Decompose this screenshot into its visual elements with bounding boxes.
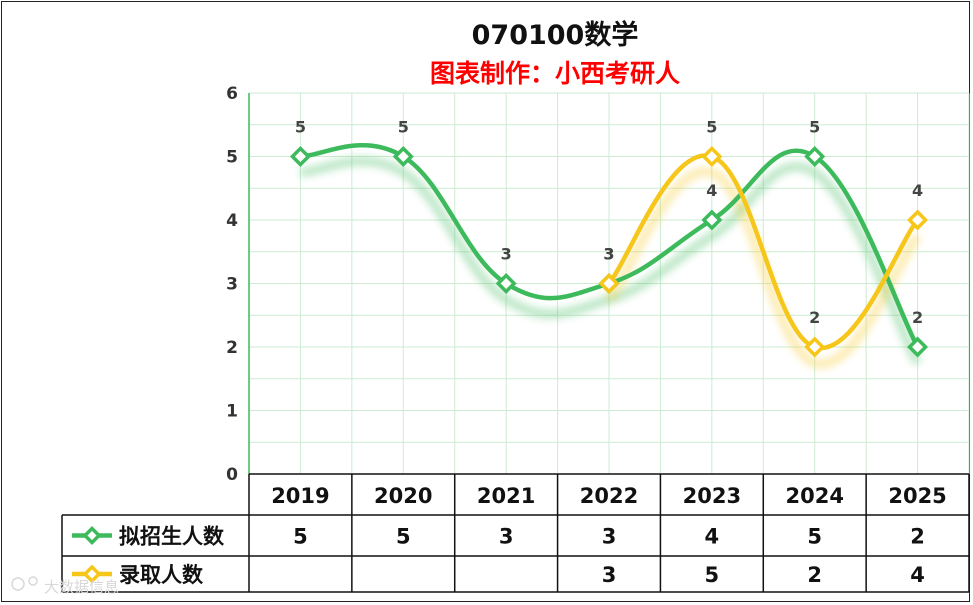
y-tick-label: 4	[226, 211, 238, 231]
data-label: 5	[398, 118, 409, 137]
x-tick-label: 2024	[785, 484, 843, 508]
table-cell: 3	[602, 563, 617, 587]
x-tick-label: 2025	[888, 484, 946, 508]
data-point-marker	[804, 336, 826, 358]
chart-subtitle: 图表制作：小西考研人	[430, 59, 680, 88]
y-tick-label: 0	[226, 465, 238, 485]
data-label: 2	[809, 308, 820, 327]
watermark: 大数据信息	[11, 576, 119, 596]
legend-label: 拟招生人数	[119, 525, 225, 549]
x-tick-label: 2020	[374, 484, 432, 508]
x-tick-label: 2021	[477, 484, 535, 508]
data-point-marker	[495, 273, 517, 294]
data-point-marker	[804, 146, 826, 167]
x-tick-label: 2022	[580, 484, 638, 508]
table-cell: 5	[293, 525, 308, 549]
data-point-marker	[598, 273, 620, 294]
data-point-marker	[289, 146, 311, 167]
data-label: 2	[912, 308, 923, 327]
chart-title: 070100数学	[472, 19, 639, 51]
table-cell: 4	[705, 525, 720, 549]
data-point-marker	[907, 336, 929, 358]
legend-label: 录取人数	[119, 563, 204, 587]
data-label: 5	[809, 118, 820, 137]
y-tick-label: 2	[226, 338, 238, 358]
series-2: 3 5 2 4	[598, 118, 929, 358]
data-label: 3	[501, 245, 512, 264]
watermark-text: 大数据信息	[44, 578, 119, 596]
table-cell: 5	[807, 525, 822, 549]
series-layer: 5 5 3 3 4 5 23 5 2 4	[289, 118, 929, 369]
data-point-marker	[701, 146, 723, 167]
x-tick-label: 2023	[683, 484, 741, 508]
series-shadow	[300, 156, 922, 366]
y-tick-label: 5	[226, 148, 238, 168]
watermark-logo-icon	[11, 577, 25, 591]
table-cell: 4	[910, 563, 925, 587]
data-point-marker	[907, 209, 929, 231]
table-cell: 5	[396, 525, 411, 549]
grid	[248, 92, 970, 475]
series-line	[298, 143, 920, 350]
data-label: 4	[912, 181, 923, 200]
data-label: 5	[295, 118, 306, 137]
data-point-marker	[701, 209, 723, 231]
series-shadow	[605, 167, 922, 369]
table-cell: 3	[602, 525, 617, 549]
data-label: 3	[603, 245, 614, 264]
y-tick-label: 3	[226, 275, 238, 295]
data-label: 4	[706, 181, 717, 200]
x-tick-label: 2019	[271, 484, 329, 508]
data-label: 3	[603, 245, 614, 264]
y-tick-label: 1	[226, 402, 238, 422]
table-cell: 5	[705, 563, 720, 587]
series-line	[606, 153, 920, 351]
watermark-logo-icon	[28, 576, 38, 586]
legend-marker	[82, 564, 102, 584]
data-table: 2019 2020 2021 2022 2023 2024 2025 拟招生人数 5 5 3 3 4 5 2…	[61, 473, 970, 593]
table-cell: 2	[910, 525, 925, 549]
y-axis: 0 1 2 3 4 5 6	[226, 84, 238, 485]
table-cell: 2	[807, 563, 822, 587]
legend-marker	[82, 526, 102, 545]
data-point-marker	[392, 146, 414, 167]
data-label: 5	[706, 118, 717, 137]
y-tick-label: 6	[226, 84, 238, 104]
table-cell: 3	[499, 525, 514, 549]
